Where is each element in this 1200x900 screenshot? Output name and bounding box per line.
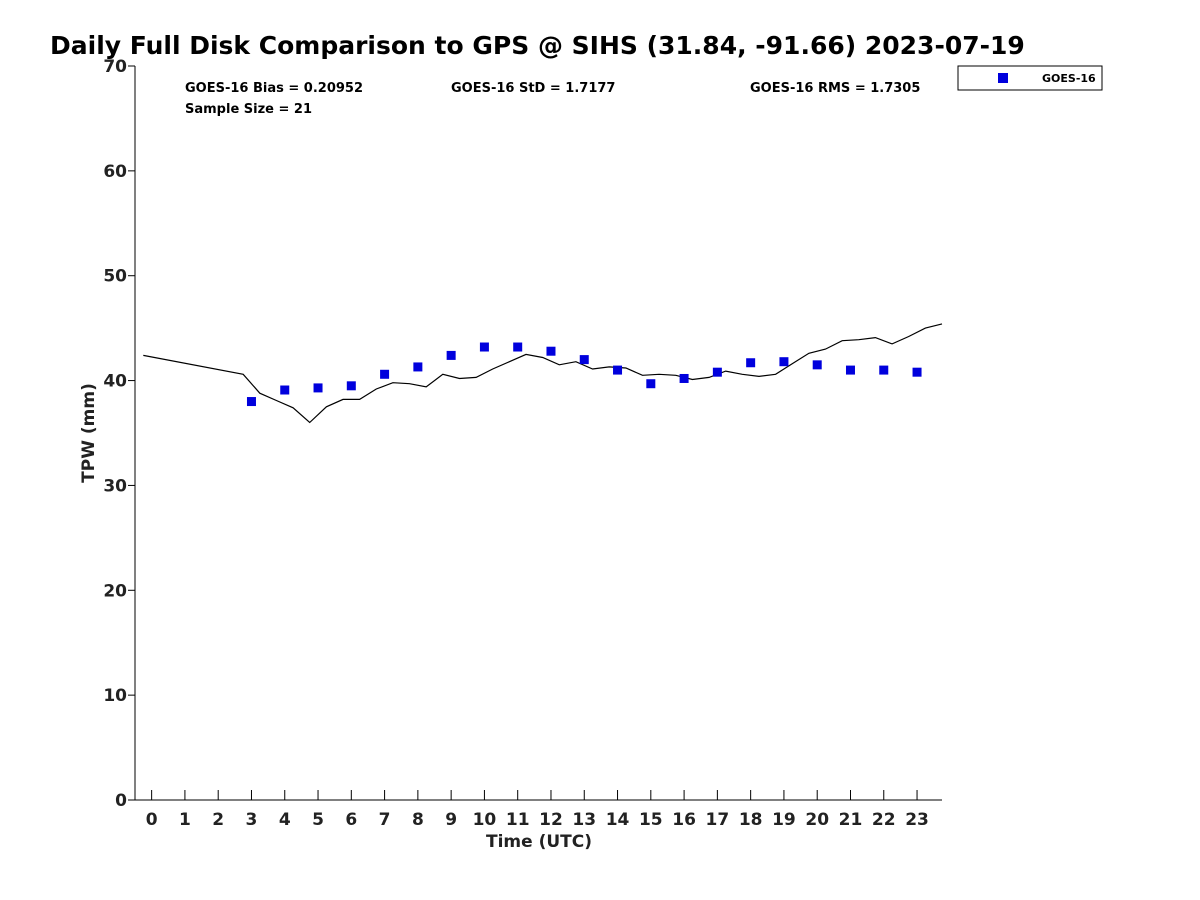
legend: GOES-16 [957, 65, 1103, 91]
goes16-point [513, 342, 523, 352]
x-axis-label: Time (UTC) [486, 832, 592, 852]
goes16-points [246, 342, 922, 407]
goes16-point [613, 365, 623, 375]
goes16-point [380, 369, 390, 379]
x-tick-label: 13 [572, 810, 596, 830]
y-tick-label: 50 [103, 267, 127, 287]
x-tick-label: 7 [379, 810, 391, 830]
sample-size-stat: Sample Size = 21 [185, 102, 312, 117]
y-axis-label: TPW (mm) [79, 383, 99, 483]
legend-label-goes16: GOES-16 [1042, 72, 1096, 85]
x-tick-label: 9 [445, 810, 457, 830]
plot-area [134, 66, 942, 801]
goes16-point [246, 397, 256, 407]
x-tick-label: 23 [905, 810, 929, 830]
bias-stat: GOES-16 Bias = 0.20952 [185, 81, 363, 96]
legend-marker [998, 73, 1008, 83]
gps-series-line [143, 323, 943, 424]
goes16-point [346, 381, 356, 391]
goes16-point [479, 342, 489, 352]
x-tick-label: 3 [246, 810, 258, 830]
x-tick-label: 8 [412, 810, 424, 830]
y-tick-label: 10 [103, 686, 127, 706]
y-tick-label: 0 [115, 791, 127, 811]
x-tick-label: 11 [506, 810, 530, 830]
goes16-point [413, 362, 423, 372]
goes16-point [812, 360, 822, 370]
goes16-point [579, 355, 589, 365]
x-tick-label: 15 [639, 810, 663, 830]
goes16-point [779, 357, 789, 367]
rms-stat: GOES-16 RMS = 1.7305 [750, 81, 920, 96]
std-stat: GOES-16 StD = 1.7177 [451, 81, 615, 96]
x-tick-label: 5 [312, 810, 324, 830]
x-tick-label: 16 [672, 810, 696, 830]
x-axis-ticks: 0 1 2 3 4 5 6 7 8 9 10 11 12 13 14 15 16 17 18 19 20 21 22 23 [146, 790, 929, 830]
chart-title: Daily Full Disk Comparison to GPS @ SIHS… [50, 31, 1025, 60]
legend-box [957, 65, 1103, 91]
goes16-point [679, 373, 689, 383]
y-axis-ticks: 0 10 20 30 40 50 60 70 [103, 57, 135, 811]
goes16-point [845, 365, 855, 375]
x-tick-label: 21 [839, 810, 863, 830]
x-tick-label: 10 [473, 810, 497, 830]
y-tick-label: 30 [103, 476, 127, 496]
x-tick-label: 0 [146, 810, 158, 830]
y-tick-label: 60 [103, 162, 127, 182]
y-tick-label: 70 [103, 57, 127, 77]
x-tick-label: 6 [345, 810, 357, 830]
x-tick-label: 12 [539, 810, 563, 830]
x-tick-label: 14 [606, 810, 630, 830]
x-tick-label: 2 [212, 810, 224, 830]
y-tick-label: 40 [103, 372, 127, 392]
goes16-point [879, 365, 889, 375]
goes16-point [446, 350, 456, 360]
x-tick-label: 19 [772, 810, 796, 830]
goes16-point [280, 385, 290, 395]
goes16-point [546, 346, 556, 356]
x-tick-label: 4 [279, 810, 291, 830]
goes16-point [646, 379, 656, 389]
y-tick-label: 20 [103, 581, 127, 601]
gps-line [143, 323, 943, 424]
x-tick-label: 1 [179, 810, 191, 830]
goes16-point [746, 358, 756, 368]
goes16-point [912, 367, 922, 377]
x-tick-label: 18 [739, 810, 763, 830]
goes16-point [313, 383, 323, 393]
goes16-point [712, 367, 722, 377]
x-tick-label: 20 [805, 810, 829, 830]
x-tick-label: 17 [706, 810, 730, 830]
x-tick-label: 22 [872, 810, 896, 830]
